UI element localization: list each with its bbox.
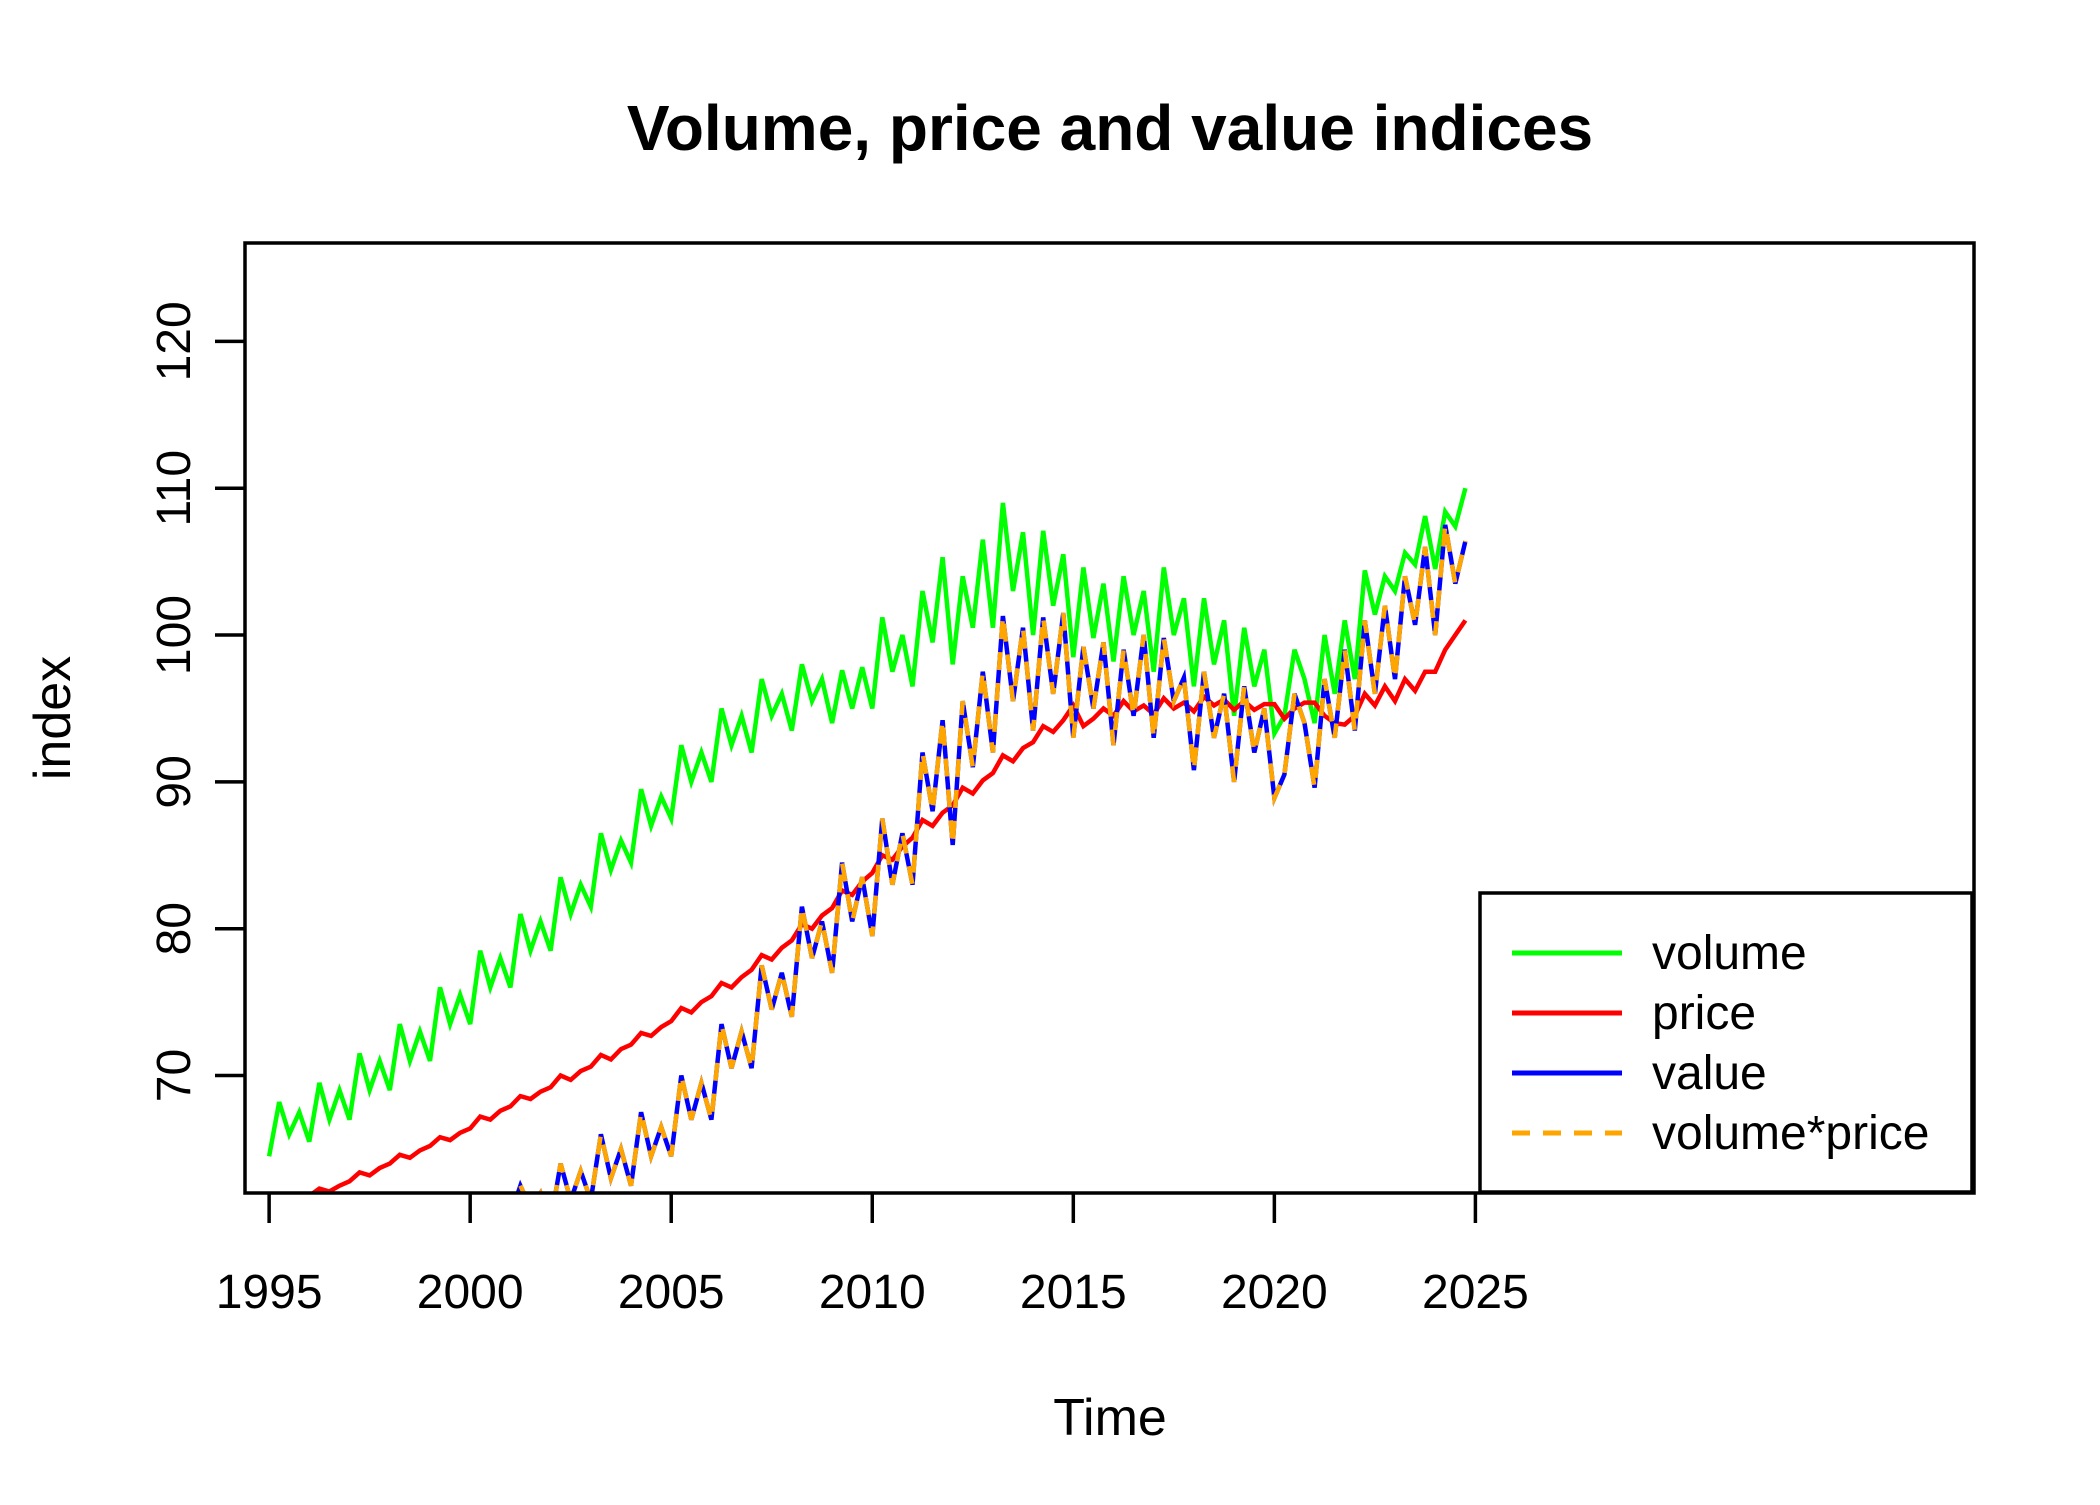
x-tick-label: 2000 [417, 1266, 524, 1319]
legend-label-volume-price: volume*price [1652, 1107, 1929, 1160]
y-tick-label: 120 [148, 301, 201, 381]
x-tick-label: 2005 [618, 1266, 725, 1319]
series-value-line [515, 524, 1468, 1193]
plot-box [243, 241, 1976, 1195]
series-layer [266, 487, 1468, 1193]
chart-title: Volume, price and value indices [627, 92, 1593, 164]
y-tick-label: 80 [148, 902, 201, 955]
y-tick-label: 100 [148, 595, 201, 675]
legend-label-value: value [1652, 1047, 1767, 1100]
y-tick-label: 110 [148, 450, 201, 527]
legend-label-price: price [1652, 987, 1756, 1040]
x-tick-label: 2010 [819, 1266, 926, 1319]
legend: volume price value volume*price [1478, 891, 1974, 1194]
series-volume-line [266, 487, 1468, 1157]
y-tick-label: 70 [148, 1049, 201, 1102]
x-tick-label: 2020 [1221, 1266, 1328, 1319]
series-volume-price-line [515, 524, 1468, 1193]
y-tick-label: 90 [148, 755, 201, 808]
x-tick-label: 2025 [1422, 1266, 1529, 1319]
x-tick-label: 1995 [216, 1266, 323, 1319]
series-price-line [309, 619, 1468, 1193]
x-axis: 1995 2000 2005 2010 2015 2020 2025 [216, 1193, 1529, 1319]
y-axis: 70 80 90 100 110 120 [148, 301, 245, 1102]
legend-box [1478, 891, 1974, 1194]
legend-label-volume: volume [1652, 927, 1807, 980]
x-axis-label: Time [1053, 1389, 1167, 1447]
x-tick-label: 2015 [1020, 1266, 1127, 1319]
y-axis-label: index [24, 656, 82, 780]
